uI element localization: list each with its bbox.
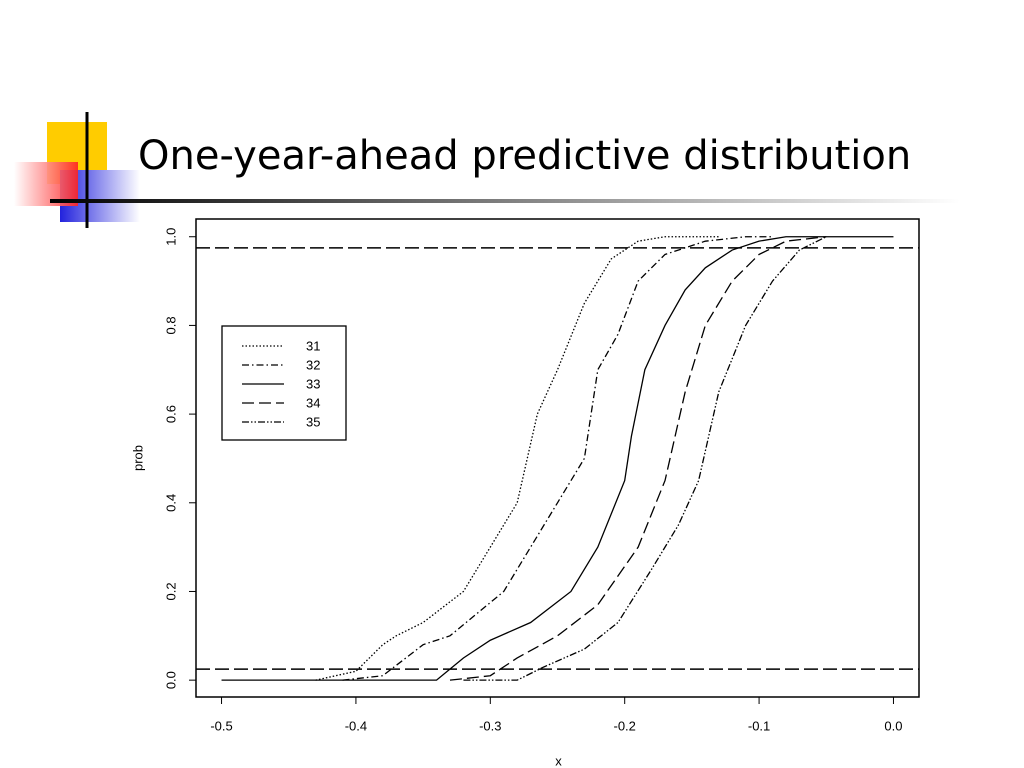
cdf-line [449, 236, 827, 681]
y-tick-label: 0.0 [163, 671, 178, 689]
y-tick-label: 0.2 [163, 582, 178, 600]
y-tick-label: 0.4 [163, 494, 178, 512]
y-tick-label: 0.8 [163, 316, 178, 334]
y-axis-label: prob [130, 445, 145, 471]
logo [14, 112, 140, 228]
x-tick-label: -0.1 [748, 718, 770, 733]
chart: -0.5 -0.4 -0.3 -0.2 -0.1 0.0 0.0 0.2 0.4 0.6 0.8 1.… [130, 218, 920, 768]
legend-label: 34 [306, 395, 320, 410]
y-tick-label: 1.0 [163, 228, 178, 246]
legend-label: 31 [306, 338, 320, 353]
legend-label: 33 [306, 376, 320, 391]
slide-title: One-year-ahead predictive distribution [138, 133, 911, 179]
x-tick-label: -0.3 [479, 718, 501, 733]
title-rule [50, 199, 960, 203]
legend-box [221, 325, 347, 441]
x-tick-label: -0.5 [210, 718, 232, 733]
cdf-line [221, 236, 894, 681]
x-tick-label: -0.4 [345, 718, 367, 733]
plot-frame [195, 218, 920, 698]
cdf-line [463, 236, 827, 681]
y-tick-label: 0.6 [163, 405, 178, 423]
legend-label: 32 [306, 357, 320, 372]
legend-label: 35 [306, 414, 320, 429]
cdf-line [342, 236, 773, 681]
x-tick-label: -0.2 [613, 718, 635, 733]
x-axis-label: x [555, 753, 562, 768]
cdf-line [315, 236, 719, 681]
x-tick-label: 0.0 [884, 718, 902, 733]
